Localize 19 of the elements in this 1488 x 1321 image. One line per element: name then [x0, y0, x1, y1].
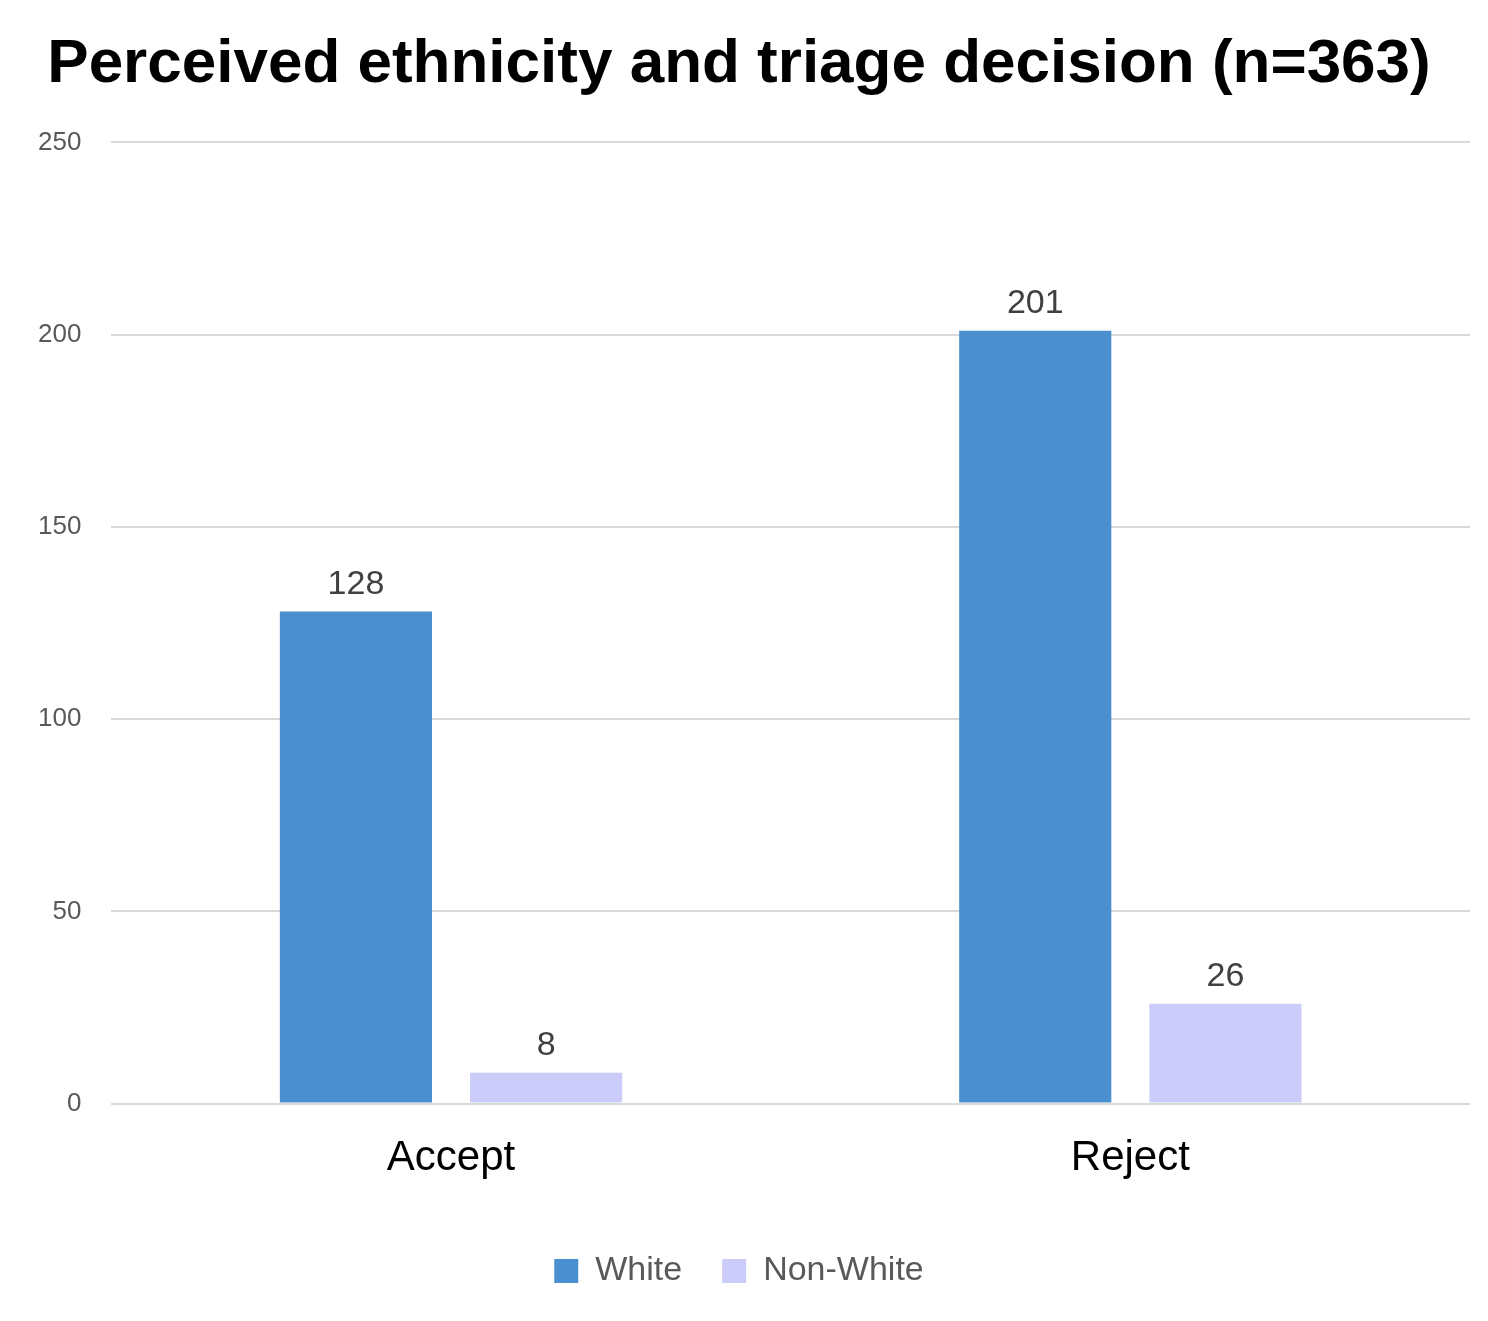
data-label: 128 [327, 562, 385, 601]
data-label: 8 [536, 1024, 556, 1063]
bar [959, 330, 1112, 1103]
x-tick-label: Reject [1070, 1132, 1191, 1180]
chart-title: Perceived ethnicity and triage decision (n=363) [47, 26, 1431, 96]
data-label: 26 [1206, 955, 1245, 994]
bar [1149, 1003, 1302, 1103]
legend-label: Non-White [763, 1249, 924, 1288]
data-label: 201 [1006, 282, 1064, 321]
x-tick-label: Accept [386, 1132, 516, 1180]
y-tick-label: 150 [37, 510, 82, 541]
y-tick-label: 200 [37, 317, 82, 348]
bar [279, 611, 433, 1103]
y-tick-label: 250 [37, 125, 82, 156]
legend-label: White [595, 1249, 683, 1288]
bar [470, 1072, 623, 1103]
y-tick-label: 100 [37, 702, 82, 733]
y-tick-label: 0 [66, 1086, 82, 1117]
y-tick-label: 50 [52, 894, 82, 925]
